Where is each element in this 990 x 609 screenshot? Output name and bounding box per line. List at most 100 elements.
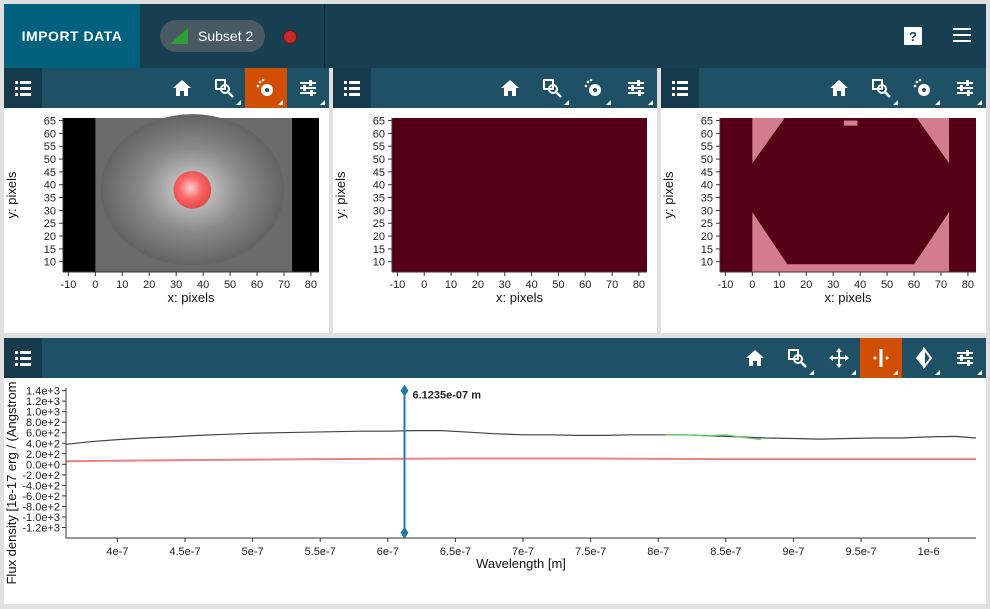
y-tick-label: 6.0e+2 xyxy=(26,428,60,440)
x-tick-label: 20 xyxy=(143,279,155,291)
x-axis-label: x: pixels xyxy=(825,290,872,305)
y-tick-label: 20 xyxy=(701,231,713,243)
y-tick-label: -6.0e+2 xyxy=(22,491,60,503)
y-tick-label: 45 xyxy=(373,167,385,179)
y-tick-label: -1.0e+3 xyxy=(22,512,60,524)
x-axis-label: Wavelength [m] xyxy=(476,556,566,571)
tool-menu-corner xyxy=(977,100,982,105)
x-tick-label: 30 xyxy=(827,279,839,291)
zoom-icon xyxy=(788,349,807,368)
layer-list-button[interactable] xyxy=(4,68,42,108)
settings-tool-button[interactable] xyxy=(615,68,657,108)
settings-icon xyxy=(628,80,644,96)
x-axis-label: x: pixels xyxy=(496,290,543,305)
import-data-button[interactable]: IMPORT DATA xyxy=(4,4,140,68)
image-plot[interactable]: -10 0 10 20 30 40 50 60 70 8065605550454035302520… xyxy=(661,108,986,333)
home-tool-button[interactable] xyxy=(489,68,531,108)
x-tick-label: 1e-6 xyxy=(918,546,940,558)
zoom-tool-button[interactable] xyxy=(203,68,245,108)
spectrum-plot[interactable]: 6.1235e-07 m 4e-7 4.5e-7 5e-7 5.5e-7 6e-7 6.5e… xyxy=(4,378,986,604)
toolbar-divider xyxy=(324,4,325,68)
x-tick-label: 20 xyxy=(472,279,484,291)
line-list-icon xyxy=(916,347,933,369)
y-tick-label: 60 xyxy=(701,128,713,140)
x-tick-label: 50 xyxy=(552,279,564,291)
subset-tool-button[interactable] xyxy=(573,68,615,108)
x-tick-label: 10 xyxy=(773,279,785,291)
slice-handle-top[interactable] xyxy=(400,384,409,397)
y-tick-label: 35 xyxy=(373,193,385,205)
tool-menu-corner xyxy=(606,100,611,105)
home-tool-button[interactable] xyxy=(818,68,860,108)
layer-list-button[interactable] xyxy=(333,68,371,108)
y-tick-label: 35 xyxy=(44,193,56,205)
slice-tool-button[interactable] xyxy=(860,338,902,378)
x-tick-label: 10 xyxy=(445,279,457,291)
pan-tool-button[interactable] xyxy=(818,338,860,378)
x-tick-label: 40 xyxy=(197,279,209,291)
zoom-tool-button[interactable] xyxy=(776,338,818,378)
line-list-tool-button[interactable] xyxy=(902,338,944,378)
y-tick-label: 20 xyxy=(373,231,385,243)
tool-menu-corner xyxy=(935,370,940,375)
image-plot[interactable]: -10 0 10 20 30 40 50 60 70 8065605550454035302520… xyxy=(4,108,329,333)
home-icon xyxy=(830,80,848,96)
y-tick-label: 15 xyxy=(373,244,385,256)
list-icon xyxy=(15,351,31,366)
x-tick-label: 5.5e-7 xyxy=(305,546,336,558)
slice-value-label: 6.1235e-07 m xyxy=(413,390,482,402)
zoom-tool-button[interactable] xyxy=(860,68,902,108)
y-tick-label: 10 xyxy=(44,257,56,269)
record-indicator-icon[interactable] xyxy=(283,30,297,44)
tool-menu-corner xyxy=(278,100,283,105)
y-tick-label: 40 xyxy=(701,180,713,192)
x-tick-label: 7e-7 xyxy=(512,546,534,558)
slice-icon xyxy=(873,349,889,367)
settings-tool-button[interactable] xyxy=(944,68,986,108)
y-tick-label: 2.0e+2 xyxy=(26,449,60,461)
image-plot[interactable]: -10 0 10 20 30 40 50 60 70 8065605550454035302520… xyxy=(333,108,657,333)
viewer-1-toolbar xyxy=(4,68,329,108)
home-tool-button[interactable] xyxy=(734,338,776,378)
y-tick-label: 25 xyxy=(373,218,385,230)
list-icon xyxy=(344,81,360,96)
y-tick-label: 35 xyxy=(701,193,713,205)
subset-tool-button[interactable] xyxy=(245,68,287,108)
tool-menu-corner xyxy=(851,370,856,375)
viewer-2-toolbar xyxy=(333,68,657,108)
layer-list-button[interactable] xyxy=(4,338,42,378)
y-tick-label: 50 xyxy=(373,154,385,166)
x-tick-label: 60 xyxy=(908,279,920,291)
zoom-icon xyxy=(872,79,891,98)
y-tick-label: 1.0e+3 xyxy=(26,407,60,419)
tool-menu-corner xyxy=(564,100,569,105)
x-tick-label: 40 xyxy=(854,279,866,291)
tool-menu-corner xyxy=(648,100,653,105)
spectrum-viewer-toolbar xyxy=(4,338,986,378)
hamburger-menu-icon[interactable] xyxy=(953,28,971,42)
y-tick-label: -8.0e+2 xyxy=(22,501,60,513)
x-tick-label: 8.5e-7 xyxy=(710,546,741,558)
x-tick-label: 7.5e-7 xyxy=(575,546,606,558)
home-tool-button[interactable] xyxy=(161,68,203,108)
y-tick-label: 55 xyxy=(373,141,385,153)
x-tick-label: 10 xyxy=(116,279,128,291)
zoom-tool-button[interactable] xyxy=(531,68,573,108)
x-tick-label: 70 xyxy=(935,279,947,291)
image-content xyxy=(63,114,319,272)
y-tick-label: 30 xyxy=(373,205,385,217)
list-icon xyxy=(15,81,31,96)
slice-handle-bottom[interactable] xyxy=(400,526,409,539)
help-icon[interactable]: ? xyxy=(904,27,922,45)
layer-list-button[interactable] xyxy=(661,68,699,108)
viewer-3: -10 0 10 20 30 40 50 60 70 80 65 60 55 50 45 40 35 30 25 20… xyxy=(661,68,986,333)
subset-selector[interactable]: Subset 2 xyxy=(160,20,265,52)
subset-tool-button[interactable] xyxy=(902,68,944,108)
x-tick-label: 0 xyxy=(421,279,427,291)
y-tick-label: 60 xyxy=(44,128,56,140)
x-tick-label: -10 xyxy=(717,279,733,291)
settings-tool-button[interactable] xyxy=(287,68,329,108)
settings-tool-button[interactable] xyxy=(944,338,986,378)
subset-icon xyxy=(584,78,601,96)
y-tick-label: -4.0e+2 xyxy=(22,480,60,492)
